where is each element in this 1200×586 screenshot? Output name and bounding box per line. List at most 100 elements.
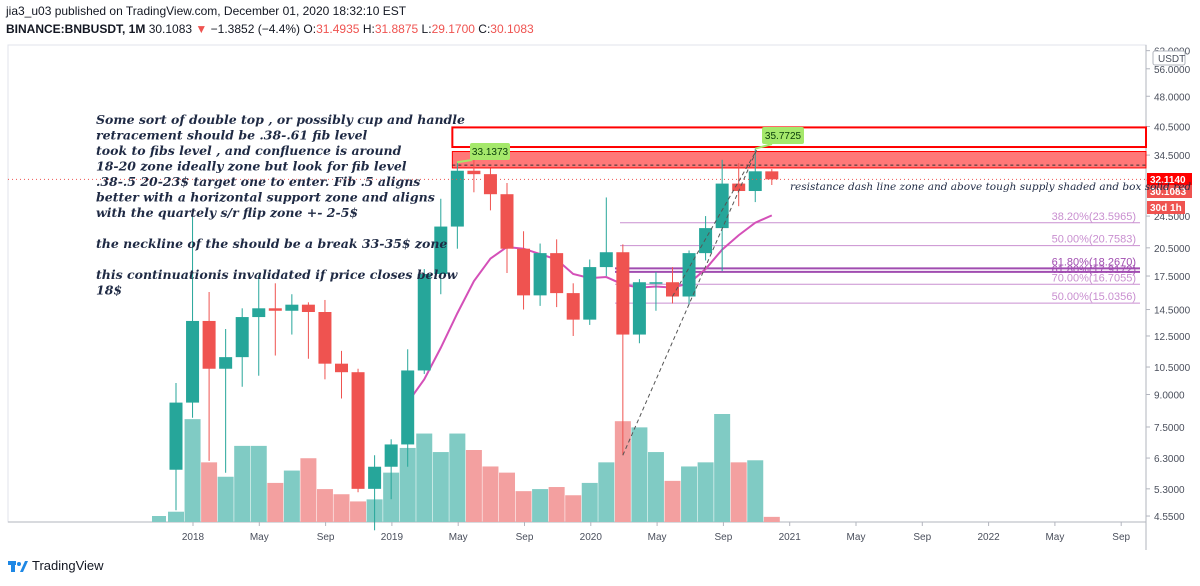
candle	[268, 283, 282, 356]
volume-bar	[399, 447, 416, 522]
candle	[599, 197, 613, 277]
candle-body	[649, 282, 663, 284]
supply-shaded-zone	[451, 151, 1147, 169]
candle-body	[550, 253, 564, 294]
candle-body	[285, 304, 299, 311]
volume-bar	[300, 458, 317, 522]
analysis-note-line: 18-20 zone ideally zone but look for fib…	[96, 159, 407, 174]
volume-bar	[681, 466, 698, 522]
volume-bar	[714, 414, 731, 522]
price-tag-box	[1147, 201, 1185, 214]
candle	[235, 308, 249, 387]
candle-body	[599, 252, 613, 268]
volume-bar	[747, 460, 764, 522]
candle	[649, 271, 663, 311]
x-tick-label: 2020	[580, 532, 603, 543]
candle	[252, 275, 266, 376]
candle-body	[368, 466, 382, 489]
y-tick-label: 4.5500	[1154, 512, 1185, 523]
fib-level-label: 50.00%(20.7583)	[1052, 234, 1136, 246]
candle-body	[219, 357, 233, 369]
fib-level-label: 61.80%(17.9172)	[1052, 264, 1136, 276]
candle-body	[732, 183, 746, 192]
volume-bar	[482, 466, 499, 522]
price-tag-text: 30.1083	[1150, 187, 1187, 198]
candle-body	[335, 363, 348, 373]
close-value: 30.1083	[490, 22, 534, 36]
volume-bar	[152, 516, 166, 522]
candle	[632, 279, 646, 344]
candle	[169, 383, 183, 511]
fib-level-label: 38.20%(23.5965)	[1052, 211, 1136, 223]
candle	[715, 159, 729, 272]
candle-body	[235, 317, 249, 358]
candle	[368, 455, 382, 531]
publish-info: jia3_u03 published on TradingView.com, D…	[6, 4, 407, 18]
volume-bar	[234, 445, 251, 522]
candle	[301, 302, 315, 359]
candle	[186, 216, 200, 418]
candle	[219, 328, 233, 473]
price-change: −1.3852 (−4.4%)	[210, 22, 301, 36]
volume-bar	[267, 482, 284, 522]
analysis-note-line: Some sort of double top , or possibly cu…	[96, 112, 465, 127]
volume-bar	[465, 450, 482, 522]
x-tick-label: May	[1045, 532, 1064, 543]
volume-bar	[217, 476, 234, 522]
candle	[202, 291, 216, 461]
volume-bar	[316, 489, 333, 522]
x-tick-label: May	[250, 532, 269, 543]
volume-bar	[730, 462, 747, 522]
candle-body	[434, 226, 448, 275]
price-tag-box	[1147, 173, 1192, 186]
volume-bar	[697, 462, 714, 522]
candle-body	[500, 194, 514, 249]
fib-level-label: 50.00%(15.0356)	[1052, 291, 1136, 303]
volume-bar	[515, 491, 532, 522]
candle-body	[632, 282, 646, 335]
analysis-note-line: 18$	[96, 283, 122, 298]
low-value: 29.1700	[431, 22, 475, 36]
price-tag-text: 32.1140	[1150, 175, 1186, 186]
candle	[533, 243, 547, 306]
x-tick-label: 2021	[779, 532, 802, 543]
price-tag-text: 30d 1h	[1150, 203, 1182, 214]
volume-bar	[201, 462, 218, 522]
candle-body	[533, 253, 547, 296]
y-tick-label: 34.5000	[1154, 151, 1191, 162]
x-tick-label: 2018	[182, 532, 205, 543]
candle	[566, 283, 580, 336]
peak-label-text: 35.7725	[765, 131, 802, 142]
candle	[732, 163, 746, 207]
y-tick-label: 14.5000	[1154, 306, 1191, 317]
fib-level-label: 61.80%(18.2670)	[1052, 256, 1136, 268]
candle	[500, 182, 514, 273]
x-tick-label: Sep	[317, 532, 335, 543]
candle-body	[699, 228, 713, 254]
candle-body	[583, 267, 597, 320]
price-tag-box	[1147, 185, 1192, 198]
candle-body	[517, 248, 531, 296]
peak-label-pointer	[754, 143, 773, 150]
candle-body	[318, 312, 332, 364]
candle-body	[268, 308, 282, 311]
candle	[285, 294, 299, 335]
y-tick-label: 56.0000	[1154, 65, 1191, 76]
y-tick-label: 10.5000	[1154, 363, 1191, 374]
volume-bar	[631, 427, 648, 522]
y-tick-label: 12.5000	[1154, 332, 1191, 343]
x-tick-label: 2022	[977, 532, 1000, 543]
volume-bar	[184, 419, 201, 522]
candle	[550, 239, 564, 308]
analysis-note-line: .38-.5 20-23$ target one to enter. Fib .…	[96, 174, 420, 189]
analysis-note-line: retracement should be .38-.61 fib level	[96, 128, 368, 143]
x-tick-label: Sep	[715, 532, 733, 543]
volume-bar	[250, 445, 267, 522]
candle	[616, 244, 630, 456]
tradingview-footer[interactable]: TradingView	[8, 558, 104, 573]
analysis-note-line: the neckline of the should be a break 33…	[96, 236, 447, 251]
peak-label-box	[762, 127, 804, 144]
y-tick-label: 40.5000	[1154, 123, 1191, 134]
candle	[682, 250, 696, 305]
